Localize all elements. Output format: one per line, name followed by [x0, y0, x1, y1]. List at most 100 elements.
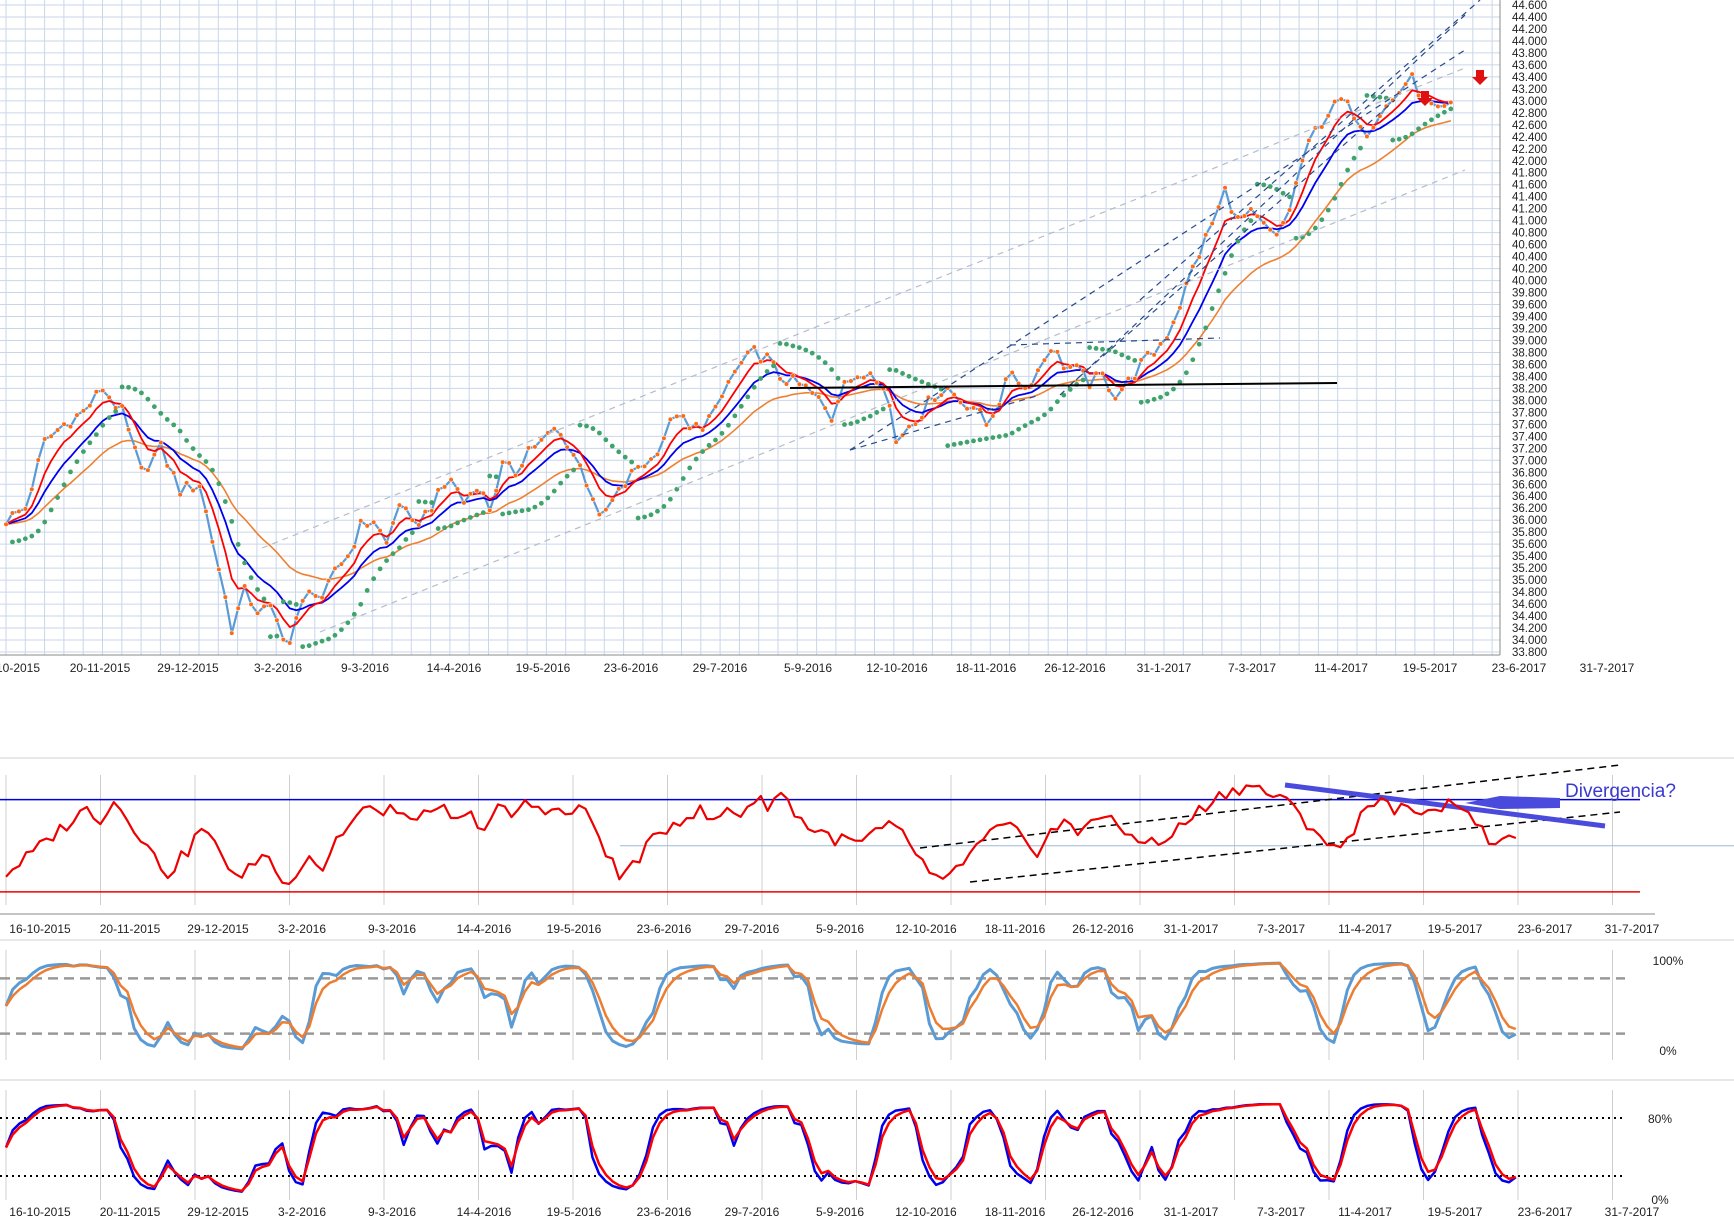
sar-dot	[584, 423, 589, 429]
sar-dot	[1003, 433, 1009, 438]
price-y-tick-label: 42.800	[1512, 108, 1547, 120]
sar-dot	[1358, 145, 1363, 151]
stoch2-y-label-top: 80%	[1648, 1112, 1672, 1126]
sar-dot	[1106, 347, 1112, 353]
sar-dot	[784, 341, 789, 347]
sar-dot	[577, 422, 583, 428]
stoch2-x-tick-label: 19-5-2016	[547, 1205, 602, 1219]
price-x-tick-label: 29-12-2015	[157, 661, 219, 675]
close-marker	[583, 482, 590, 489]
close-marker	[1293, 180, 1299, 186]
price-y-tick-label: 38.800	[1512, 347, 1547, 359]
sar-dot	[1287, 194, 1292, 200]
price-y-tick-label: 39.400	[1512, 312, 1547, 324]
price-x-tick-label: 23-6-2016	[604, 661, 659, 675]
sar-dot	[777, 341, 783, 346]
sar-dot	[996, 434, 1002, 439]
sar-dot	[1429, 117, 1434, 123]
sar-dot	[1119, 352, 1125, 358]
close-marker	[1441, 103, 1447, 109]
price-y-tick-label: 35.000	[1512, 575, 1547, 587]
close-marker	[1009, 369, 1015, 376]
close-marker	[151, 452, 157, 458]
price-y-tick-label: 36.800	[1512, 467, 1547, 479]
sar-dot	[571, 467, 576, 473]
sar-dot	[706, 442, 712, 448]
sar-dot	[803, 347, 809, 353]
price-y-tick-label: 38.200	[1512, 383, 1547, 395]
sar-dot	[461, 517, 467, 523]
sar-dot	[74, 459, 80, 465]
close-marker	[990, 413, 996, 419]
close-marker	[106, 394, 112, 401]
price-y-tick-label: 36.600	[1512, 479, 1547, 491]
stoch2-x-tick-label: 20-11-2015	[100, 1205, 161, 1219]
sar-dot	[738, 403, 744, 409]
stoch1-y-label-top: 100%	[1653, 954, 1684, 968]
close-marker	[61, 421, 67, 427]
price-x-tick-label: 11-4-2017	[1314, 661, 1368, 675]
stoch1-d-line	[4, 962, 1517, 1049]
sar-dot	[1319, 217, 1325, 223]
price-axis: 33.80034.00034.20034.40034.60034.80035.0…	[0, 0, 1635, 675]
close-marker	[448, 476, 454, 483]
close-marker	[964, 406, 970, 412]
close-marker	[680, 413, 686, 419]
sar-dot	[345, 620, 351, 626]
close-marker	[590, 496, 596, 502]
close-marker	[816, 394, 822, 400]
close-marker	[42, 436, 48, 442]
sar-dot	[532, 504, 538, 510]
stoch2-x-tick-label: 5-9-2016	[816, 1205, 864, 1219]
sar-dot	[642, 514, 647, 520]
sar-dot	[526, 507, 531, 513]
sar-dot	[906, 373, 912, 379]
sar-dot	[1009, 430, 1015, 436]
sar-dot	[629, 459, 635, 465]
price-y-tick-label: 44.600	[1512, 0, 1547, 12]
rsi-x-tick-label: 23-6-2016	[637, 922, 692, 936]
close-marker	[912, 421, 919, 427]
rsi-x-tick-label: 29-12-2015	[187, 922, 249, 936]
rsi-x-tick-label: 23-6-2017	[1518, 922, 1573, 936]
sar-dot	[351, 611, 357, 617]
sar-dot	[1035, 416, 1041, 422]
sar-dot	[1190, 357, 1196, 363]
close-marker	[1280, 220, 1286, 226]
close-marker	[1228, 209, 1235, 215]
close-marker	[1235, 214, 1241, 220]
dashed-trend-short	[1009, 337, 1221, 346]
sar-dot	[268, 634, 273, 640]
sar-dot	[558, 480, 564, 486]
sar-dot	[235, 542, 241, 547]
close-marker	[1274, 232, 1280, 238]
sar-dot	[984, 436, 989, 442]
price-y-tick-label: 35.800	[1512, 527, 1547, 539]
stoch2-k-line	[4, 1102, 1517, 1193]
sar-dot	[384, 558, 389, 563]
sar-dot	[726, 422, 731, 428]
close-marker	[254, 610, 261, 616]
sar-dot	[468, 515, 473, 520]
close-marker	[377, 528, 383, 534]
sar-dot	[1216, 288, 1221, 294]
close-marker	[1093, 370, 1099, 376]
close-marker	[751, 344, 757, 350]
price-y-tick-label: 44.200	[1512, 24, 1547, 36]
price-y-tick-label: 37.400	[1512, 431, 1547, 443]
sar-dot	[255, 587, 260, 592]
sar-dot	[87, 440, 93, 446]
close-marker	[1177, 305, 1183, 311]
price-y-tick-label: 39.600	[1512, 300, 1547, 312]
sar-dot	[1151, 396, 1157, 402]
rsi-line	[5, 784, 1517, 886]
sar-dot	[1158, 394, 1163, 400]
sar-dot	[177, 428, 183, 434]
rsi-x-tick-label: 14-4-2016	[457, 922, 512, 936]
close-marker	[222, 594, 228, 600]
price-y-tick-label: 41.800	[1512, 168, 1547, 180]
price-y-tick-label: 35.600	[1512, 539, 1547, 551]
sar-dot	[764, 369, 770, 374]
stoch1-y-label-bottom: 0%	[1659, 1044, 1677, 1058]
sar-dot	[403, 537, 409, 542]
